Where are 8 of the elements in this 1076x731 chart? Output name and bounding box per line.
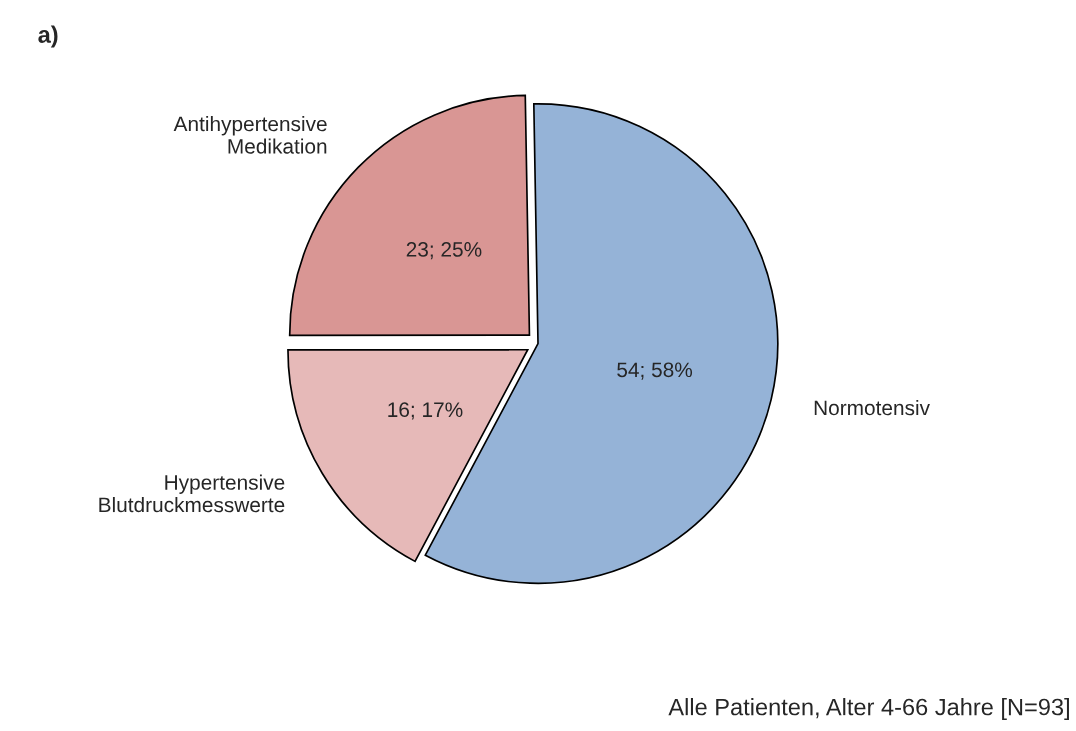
slice-label: Antihypertensive Medikation (173, 115, 327, 154)
slice-label: Normotensiv (814, 399, 930, 416)
data-label: 23; 25% (406, 242, 482, 260)
text: Alle Patienten, Alter 4-66 Jahre [N=93] (668, 698, 1069, 721)
data-label: 16; 17% (388, 402, 463, 420)
data-label: 54; 58% (617, 362, 693, 380)
slice-label: Hypertensive Blutdruckmesswerte (99, 474, 285, 513)
chart-title: a) (38, 25, 58, 48)
